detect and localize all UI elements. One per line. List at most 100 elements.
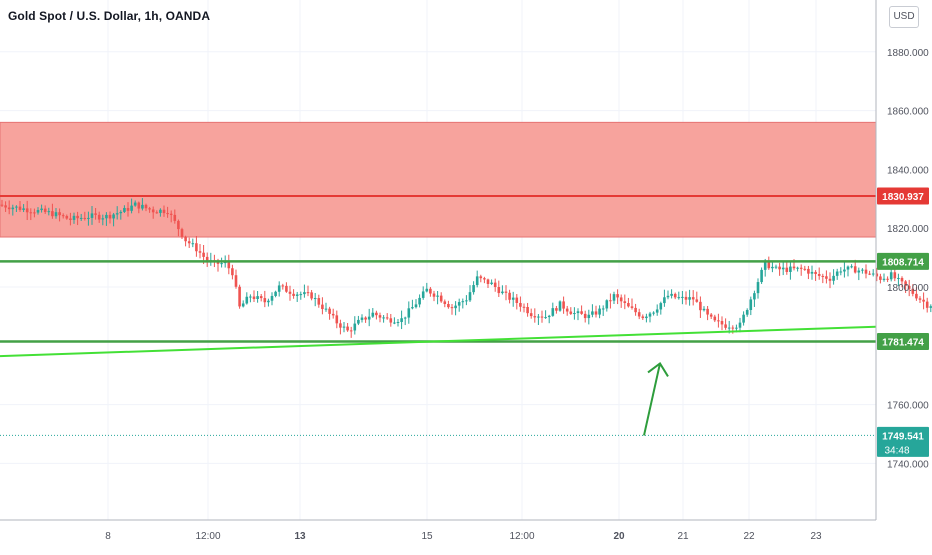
- candle[interactable]: [386, 313, 389, 320]
- candle[interactable]: [526, 303, 529, 317]
- candle[interactable]: [462, 299, 465, 309]
- candle[interactable]: [256, 291, 259, 303]
- candle[interactable]: [577, 308, 580, 320]
- candle[interactable]: [872, 269, 875, 276]
- candle[interactable]: [444, 299, 447, 307]
- candle[interactable]: [332, 309, 335, 319]
- candle[interactable]: [516, 294, 519, 309]
- candle[interactable]: [613, 292, 616, 304]
- candle[interactable]: [418, 294, 421, 307]
- candle[interactable]: [879, 274, 882, 284]
- candle[interactable]: [242, 300, 245, 307]
- candle[interactable]: [433, 291, 436, 301]
- candle[interactable]: [458, 299, 461, 312]
- candle[interactable]: [454, 301, 457, 315]
- candle[interactable]: [184, 236, 187, 247]
- candle[interactable]: [498, 281, 501, 297]
- candle[interactable]: [321, 297, 324, 314]
- candle[interactable]: [886, 276, 889, 282]
- candle[interactable]: [548, 315, 551, 323]
- candle[interactable]: [868, 271, 871, 275]
- candle[interactable]: [688, 290, 691, 306]
- candle[interactable]: [926, 298, 929, 313]
- candle[interactable]: [350, 327, 353, 338]
- candle[interactable]: [192, 239, 195, 248]
- candle[interactable]: [840, 267, 843, 275]
- candle[interactable]: [858, 268, 861, 280]
- candle[interactable]: [804, 266, 807, 271]
- candle[interactable]: [692, 290, 695, 305]
- candle[interactable]: [642, 314, 645, 320]
- candle[interactable]: [595, 306, 598, 318]
- candle[interactable]: [490, 279, 493, 285]
- candle[interactable]: [512, 292, 515, 307]
- candle[interactable]: [339, 320, 342, 335]
- candle[interactable]: [800, 264, 803, 275]
- candle[interactable]: [469, 285, 472, 302]
- candle[interactable]: [699, 296, 702, 318]
- candle[interactable]: [199, 244, 202, 258]
- candle[interactable]: [573, 307, 576, 319]
- candle[interactable]: [656, 304, 659, 315]
- candle[interactable]: [843, 262, 846, 278]
- candle[interactable]: [811, 266, 814, 280]
- candle[interactable]: [667, 290, 670, 299]
- candle[interactable]: [562, 297, 565, 314]
- candle[interactable]: [328, 307, 331, 320]
- candle[interactable]: [422, 286, 425, 299]
- candle[interactable]: [703, 306, 706, 311]
- candle[interactable]: [390, 314, 393, 327]
- candle[interactable]: [235, 270, 238, 289]
- candle[interactable]: [818, 267, 821, 279]
- candle[interactable]: [246, 292, 249, 304]
- candle[interactable]: [382, 315, 385, 323]
- candle[interactable]: [652, 311, 655, 315]
- candle[interactable]: [814, 270, 817, 281]
- candle[interactable]: [440, 292, 443, 303]
- candle[interactable]: [408, 301, 411, 323]
- candle[interactable]: [663, 290, 666, 307]
- candle[interactable]: [415, 299, 418, 308]
- candle[interactable]: [768, 257, 771, 270]
- candle[interactable]: [285, 282, 288, 293]
- candle[interactable]: [760, 267, 763, 283]
- candle[interactable]: [570, 307, 573, 315]
- candle[interactable]: [883, 274, 886, 282]
- candle[interactable]: [364, 316, 367, 323]
- currency-button[interactable]: USD: [889, 6, 919, 28]
- candle[interactable]: [494, 279, 497, 292]
- candle[interactable]: [530, 309, 533, 319]
- candle[interactable]: [739, 318, 742, 332]
- candle[interactable]: [850, 264, 853, 268]
- candle[interactable]: [807, 266, 810, 279]
- candle[interactable]: [480, 275, 483, 282]
- candle[interactable]: [750, 297, 753, 315]
- candle[interactable]: [314, 293, 317, 306]
- candle[interactable]: [588, 310, 591, 325]
- candle[interactable]: [591, 304, 594, 317]
- candle[interactable]: [890, 268, 893, 281]
- candle[interactable]: [249, 294, 252, 302]
- candle[interactable]: [271, 292, 274, 305]
- candle[interactable]: [447, 301, 450, 309]
- candle[interactable]: [379, 313, 382, 323]
- candle[interactable]: [267, 299, 270, 307]
- candle[interactable]: [865, 264, 868, 278]
- candle[interactable]: [836, 269, 839, 280]
- candle[interactable]: [649, 312, 652, 322]
- candle[interactable]: [296, 292, 299, 302]
- candle[interactable]: [645, 314, 648, 323]
- candle[interactable]: [429, 287, 432, 297]
- candle[interactable]: [696, 292, 699, 303]
- candle[interactable]: [195, 236, 198, 257]
- candle[interactable]: [368, 309, 371, 326]
- candle[interactable]: [346, 323, 349, 332]
- candle[interactable]: [631, 298, 634, 309]
- candle[interactable]: [789, 261, 792, 279]
- candle[interactable]: [710, 313, 713, 319]
- candle[interactable]: [598, 305, 601, 318]
- candle[interactable]: [778, 263, 781, 276]
- candle[interactable]: [786, 262, 789, 275]
- candle[interactable]: [411, 300, 414, 310]
